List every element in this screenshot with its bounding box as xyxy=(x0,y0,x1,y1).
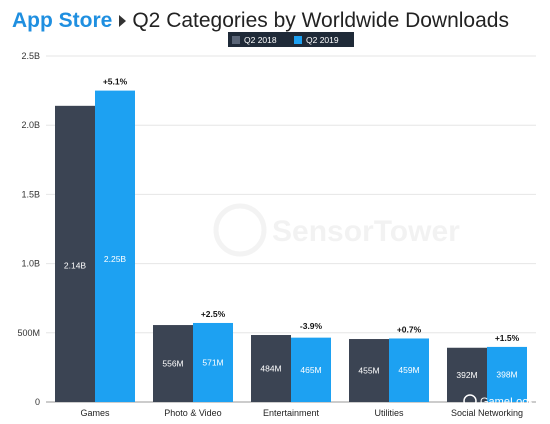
bar-value-label: 465M xyxy=(300,365,321,375)
bar-q2-2019 xyxy=(389,338,429,402)
y-tick-label: 1.0B xyxy=(21,259,40,269)
bar-value-label: 484M xyxy=(260,364,281,374)
bar-value-label: 459M xyxy=(398,365,419,375)
bar-q2-2019 xyxy=(95,90,135,402)
bar-value-label: 398M xyxy=(496,369,517,379)
chart-header: App Store Q2 Categories by Worldwide Dow… xyxy=(12,6,509,36)
sensortower-logo-icon xyxy=(213,203,267,257)
bar-value-label: 571M xyxy=(202,357,223,367)
sensortower-watermark: SensorTower xyxy=(272,215,460,248)
y-tick-label: 2.5B xyxy=(21,51,40,61)
bar-q2-2018 xyxy=(447,347,487,402)
category-label: Entertainment xyxy=(263,408,320,418)
y-tick-label: 2.0B xyxy=(21,120,40,130)
bar-value-label: 392M xyxy=(456,370,477,380)
wechat-icon xyxy=(463,394,477,408)
legend-label: Q2 2019 xyxy=(306,35,339,45)
bar-value-label: 2.25B xyxy=(104,254,127,264)
bar-q2-2018 xyxy=(153,325,193,402)
legend-box xyxy=(228,32,354,47)
bar-q2-2018 xyxy=(349,339,389,402)
change-label: -3.9% xyxy=(300,321,323,331)
bar-q2-2018 xyxy=(55,105,95,402)
caret-right-icon xyxy=(119,15,127,27)
legend-label: Q2 2018 xyxy=(244,35,277,45)
bar-q2-2018 xyxy=(251,335,291,402)
bar-q2-2019 xyxy=(193,322,233,402)
category-label: Social Networking xyxy=(451,408,523,418)
bar-value-label: 556M xyxy=(162,359,183,369)
brand-label: App Store xyxy=(12,9,113,32)
category-label: Games xyxy=(80,408,110,418)
legend-swatch xyxy=(232,36,240,44)
chart-title: Q2 Categories by Worldwide Downloads xyxy=(132,9,509,32)
change-label: +0.7% xyxy=(397,324,422,334)
change-label: +2.5% xyxy=(201,309,226,319)
category-label: Utilities xyxy=(374,408,404,418)
bar-value-label: 455M xyxy=(358,366,379,376)
y-tick-label: 500M xyxy=(17,328,40,338)
change-label: +1.5% xyxy=(495,333,520,343)
legend-swatch xyxy=(294,36,302,44)
y-tick-label: 1.5B xyxy=(21,189,40,199)
change-label: +5.1% xyxy=(103,77,128,87)
bar-q2-2019 xyxy=(487,346,527,402)
bar-q2-2019 xyxy=(291,337,331,402)
gamelook-watermark: GameLook xyxy=(480,396,534,408)
category-label: Photo & Video xyxy=(164,408,221,418)
y-tick-label: 0 xyxy=(35,397,40,407)
bar-value-label: 2.14B xyxy=(64,261,87,271)
